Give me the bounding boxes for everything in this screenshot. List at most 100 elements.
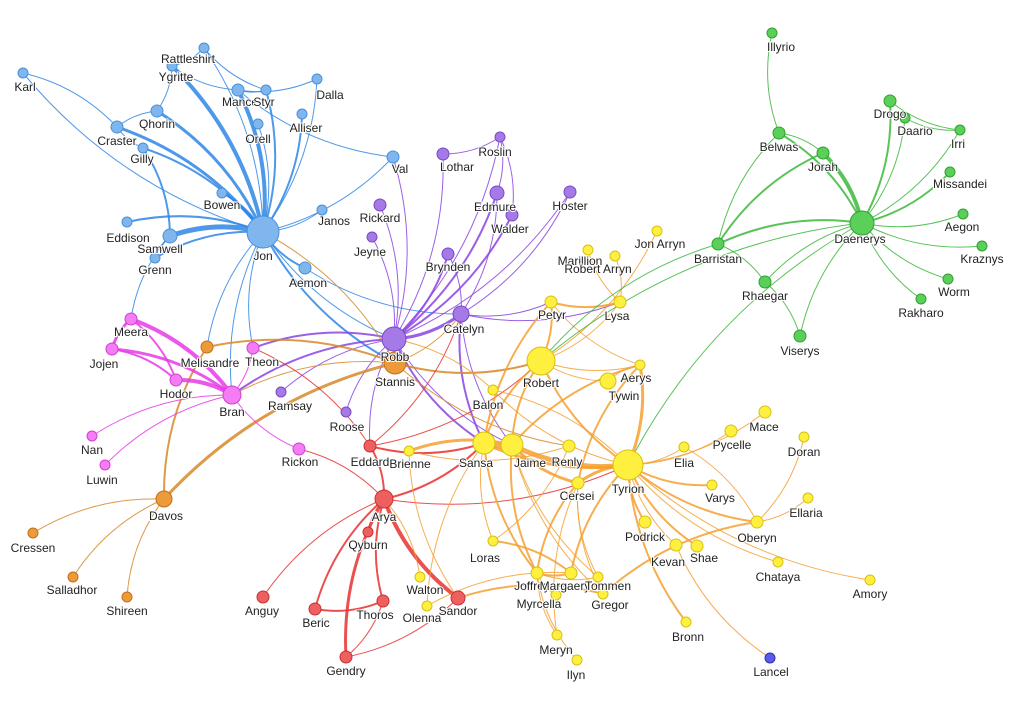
node-label: Bowen	[204, 198, 241, 212]
edge	[111, 348, 177, 381]
node	[362, 526, 374, 538]
node	[599, 372, 617, 390]
node-label: Oberyn	[737, 531, 776, 545]
edge	[778, 132, 863, 224]
node	[500, 433, 524, 457]
node	[86, 430, 98, 442]
edge	[675, 544, 771, 659]
node-label: Sansa	[459, 456, 493, 470]
node	[414, 571, 426, 583]
node-label: Salladhor	[47, 583, 98, 597]
edge	[576, 482, 599, 578]
node-label: Chataya	[756, 570, 801, 584]
node-label: Qhorin	[139, 117, 175, 131]
node-label: Drogo	[874, 107, 907, 121]
edge	[627, 464, 758, 523]
node	[651, 225, 663, 237]
edge	[457, 584, 604, 599]
edge	[91, 394, 233, 437]
edge	[142, 147, 264, 233]
edge	[345, 597, 459, 658]
edge	[756, 436, 805, 523]
node	[634, 359, 646, 371]
edge	[627, 464, 871, 581]
node	[609, 250, 621, 262]
node	[252, 118, 264, 130]
node	[764, 652, 776, 664]
node-label: Grenn	[138, 263, 171, 277]
node-label: Kraznys	[960, 252, 1003, 266]
edge	[511, 444, 604, 595]
node-label: Myrcella	[517, 597, 562, 611]
node	[472, 431, 496, 455]
node-label: Gendry	[326, 664, 365, 678]
node	[381, 326, 407, 352]
node-label: Craster	[97, 134, 136, 148]
node-label: Aemon	[289, 276, 327, 290]
node-label: Eddison	[106, 231, 149, 245]
node-label: Janos	[318, 214, 350, 228]
node	[899, 112, 911, 124]
node-label: Cersei	[560, 489, 595, 503]
node-label: Loras	[470, 551, 500, 565]
node	[793, 329, 807, 343]
node-label: Alliser	[290, 121, 323, 135]
edge	[861, 100, 892, 224]
node-label: Mace	[749, 420, 779, 434]
node	[200, 340, 214, 354]
edge	[536, 572, 578, 661]
node	[864, 574, 876, 586]
edge	[392, 156, 408, 340]
node	[311, 73, 323, 85]
node	[403, 445, 415, 457]
node	[582, 244, 594, 256]
edge	[550, 301, 641, 366]
node	[308, 602, 322, 616]
edge	[393, 153, 444, 340]
node	[563, 185, 577, 199]
edge	[298, 448, 385, 500]
node-label: Walder	[491, 222, 529, 236]
node-label: Orell	[245, 132, 270, 146]
node	[571, 476, 585, 490]
edge	[262, 89, 277, 233]
edge	[509, 444, 538, 574]
edge	[206, 338, 396, 364]
node-label: Tyrion	[612, 482, 645, 496]
node	[246, 341, 260, 355]
edge	[394, 362, 570, 447]
node	[296, 108, 308, 120]
node-label: Olenna	[403, 611, 442, 625]
node-label: Rakharo	[898, 306, 944, 320]
node-label: Jaime	[514, 456, 546, 470]
node	[27, 527, 39, 539]
edge	[130, 317, 234, 397]
edge	[382, 498, 460, 600]
edge	[483, 301, 552, 444]
node	[638, 515, 652, 529]
node-label: Viserys	[780, 344, 819, 358]
edge	[683, 446, 758, 523]
node	[802, 492, 814, 504]
node-label: Jojen	[90, 357, 119, 371]
node	[724, 424, 738, 438]
edge	[374, 498, 385, 602]
edge	[236, 89, 267, 233]
node-label: Missandei	[933, 177, 987, 191]
edge	[393, 191, 571, 340]
node-label: Qyburn	[348, 538, 387, 552]
node-label: Rattleshirt	[161, 52, 216, 66]
node	[772, 126, 786, 140]
node-label: Jeyne	[354, 245, 386, 259]
node	[246, 215, 280, 249]
node	[374, 489, 394, 509]
node-label: Balon	[473, 398, 504, 412]
node-label: Joffrey	[514, 579, 550, 593]
node	[505, 208, 519, 222]
node-label: Brynden	[426, 260, 471, 274]
edge	[229, 231, 264, 396]
edge	[627, 222, 863, 466]
node	[915, 293, 927, 305]
node	[421, 600, 433, 612]
